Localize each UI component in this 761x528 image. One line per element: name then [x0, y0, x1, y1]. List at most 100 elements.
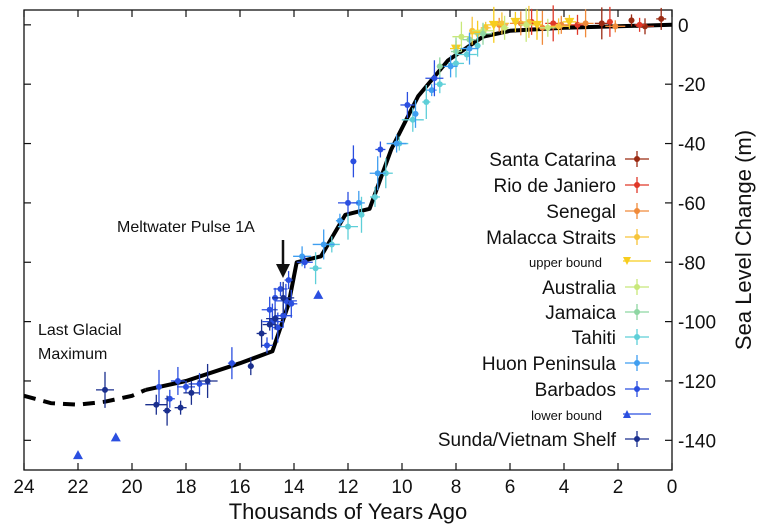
data-point-marker: [436, 63, 443, 70]
data-point-marker: [510, 17, 521, 27]
data-point: [110, 432, 121, 442]
data-point: [436, 57, 443, 76]
y-tick-label: -60: [678, 194, 705, 215]
data-point-marker: [266, 321, 273, 328]
data-point-marker: [288, 300, 295, 307]
data-point-marker: [258, 330, 265, 337]
dashed-sea-level-curve: [23, 388, 147, 407]
data-point-marker: [274, 324, 281, 331]
data-point-marker: [412, 110, 419, 117]
y-tick-label: 0: [678, 16, 689, 37]
legend-marker: [623, 410, 651, 418]
data-point-marker: [393, 140, 400, 147]
data-point: [483, 6, 504, 43]
data-point-marker: [550, 20, 557, 27]
y-tick-label: -40: [678, 135, 705, 156]
legend-symbol: [634, 284, 640, 290]
data-point-marker: [350, 158, 357, 165]
data-point: [197, 363, 218, 398]
data-point-marker: [463, 51, 470, 58]
data-point: [284, 271, 293, 290]
data-point-marker: [320, 241, 327, 248]
x-tick-label: 8: [451, 477, 462, 498]
data-point-marker: [266, 306, 273, 313]
data-point-marker: [345, 223, 351, 230]
x-tick-label: 22: [67, 477, 88, 498]
legend-symbol: [623, 257, 631, 265]
legend-symbol: [634, 156, 640, 162]
data-point: [247, 357, 254, 376]
x-tick-label: 20: [121, 477, 142, 498]
x-tick-label: 6: [505, 477, 516, 498]
data-point: [562, 14, 577, 29]
data-point: [262, 318, 277, 331]
data-point-marker: [177, 404, 184, 411]
data-point-marker: [428, 87, 435, 94]
meltwater-annotation: Meltwater Pulse 1A: [117, 219, 290, 278]
data-point: [532, 9, 542, 40]
data-point: [309, 252, 322, 285]
legend-marker: [625, 431, 649, 447]
x-tick-label: 18: [175, 477, 196, 498]
data-point: [156, 369, 162, 404]
data-point: [606, 6, 613, 37]
data-point-marker: [196, 380, 203, 387]
x-tick-label: 24: [13, 477, 35, 498]
data-point-marker: [382, 170, 389, 177]
data-point: [188, 372, 211, 395]
legend-marker: [623, 257, 651, 265]
data-point: [369, 156, 386, 191]
data-point: [474, 34, 481, 57]
data-point-marker: [313, 289, 324, 299]
data-point-marker: [153, 401, 160, 408]
legend-symbol: [634, 182, 640, 188]
data-point: [312, 229, 335, 260]
legend-symbol: [634, 234, 640, 240]
data-point-marker: [564, 17, 575, 27]
data-point-marker: [453, 60, 459, 67]
legend-label: upper bound: [529, 255, 602, 270]
data-point-marker: [73, 450, 83, 460]
meltwater-arrow-head: [276, 264, 290, 278]
legend-marker: [625, 279, 649, 295]
data-point-marker: [555, 23, 562, 30]
x-axis-title: Thousands of Years Ago: [229, 499, 468, 524]
data-point: [285, 289, 298, 318]
legend-label: Rio de Janiero: [493, 176, 616, 197]
data-point-marker: [247, 363, 254, 370]
legend-symbol: [634, 360, 640, 366]
legend-symbol: [634, 208, 640, 214]
data-point: [335, 213, 344, 228]
data-point-marker: [431, 75, 438, 82]
legend-label: lower bound: [531, 408, 602, 423]
data-point: [628, 14, 635, 27]
data-point: [164, 389, 175, 408]
data-point-marker: [188, 389, 195, 396]
y-axis-title: Sea Level Change (m): [731, 130, 756, 350]
data-point-marker: [628, 17, 635, 24]
data-point: [547, 18, 570, 35]
data-point: [296, 256, 313, 269]
legend-symbol: [634, 386, 640, 392]
legend-label: Senegal: [546, 202, 616, 223]
data-point-group: [73, 5, 667, 460]
legend-symbol: [623, 410, 631, 418]
data-point: [272, 281, 295, 314]
legend-marker: [625, 304, 649, 320]
legend-symbol: [634, 436, 640, 442]
data-point-marker: [404, 101, 411, 108]
data-point-marker: [312, 265, 319, 272]
data-point-marker: [606, 18, 613, 25]
tick-group: 24 22 20 18 16 14 12 10 8 6 4 2 00-20-40-60-80-100-1…: [13, 10, 716, 498]
legend-label: Barbados: [535, 380, 616, 401]
data-point-marker: [183, 383, 189, 390]
data-point-marker: [336, 217, 343, 224]
data-point-marker: [358, 211, 365, 218]
data-point: [422, 85, 431, 119]
data-point: [386, 134, 407, 153]
data-point: [594, 7, 609, 40]
data-point-marker: [299, 253, 306, 260]
data-point: [375, 141, 386, 158]
data-point: [577, 9, 594, 38]
data-point: [520, 7, 533, 42]
